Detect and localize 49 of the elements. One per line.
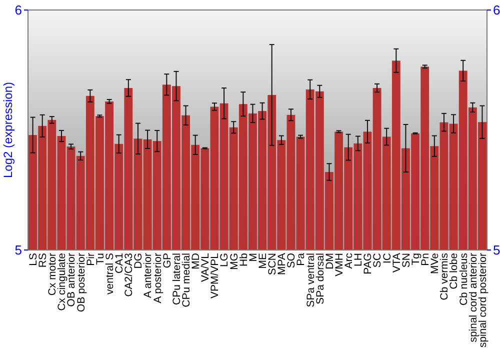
x-tick-label: MVe — [429, 252, 442, 274]
x-tick-label: SO — [286, 253, 298, 268]
x-tick-label: Tg — [410, 252, 422, 266]
x-tick-label: OB posterior — [75, 252, 88, 312]
x-tick-label: LH — [352, 253, 365, 266]
y-axis-title: Log2 (expression) — [1, 82, 15, 178]
x-tick-label: MG — [228, 253, 240, 270]
x-tick-label: RS — [37, 253, 50, 268]
x-tick-label: Cb lobe — [448, 252, 460, 290]
x-tick-label: IC — [381, 252, 394, 264]
x-tick-label: CPu lateral — [170, 253, 183, 305]
x-tick-label: VA/VL — [200, 252, 212, 282]
x-tick-label: VPM/VPL — [209, 252, 222, 299]
x-tick-label: SN — [400, 253, 412, 268]
x-tick-label: Cb nucleus — [458, 253, 470, 306]
x-tick-label: M — [247, 253, 260, 262]
x-tick-label: OB anterior — [66, 252, 78, 307]
x-tick-label: Arc — [343, 253, 356, 269]
x-tick-label: Cx cingulate — [56, 252, 68, 311]
x-tick-label: CA2/CA3 — [123, 252, 136, 297]
x-tick-label: SCN — [266, 253, 279, 276]
y2-tick-label: 6 — [493, 2, 500, 18]
x-tick-label: SC — [372, 252, 384, 268]
x-tick-label: LG — [218, 253, 231, 268]
x-tick-label: PAG — [362, 253, 374, 274]
x-tick-label: Pa — [295, 252, 308, 266]
x-tick-label: Pir — [84, 252, 97, 266]
x-tick-label: A anterior — [142, 252, 154, 298]
x-tick-label: CPu medial — [180, 253, 192, 308]
x-tick-label: MPA — [276, 253, 288, 275]
x-tick-label: Pn — [420, 252, 432, 266]
x-tick-label: A posterior — [152, 252, 164, 304]
x-tick-label: VTA — [390, 253, 403, 273]
x-tick-label: spinal cord posterior — [476, 252, 489, 348]
x-tick-label: ventral S — [104, 253, 116, 294]
x-tick-label: Hb — [238, 252, 250, 266]
x-tick-label: Tu — [94, 252, 106, 265]
x-tick-label: MD — [190, 252, 202, 270]
x-tick-label: GP — [161, 253, 174, 268]
x-tick-label: CA1 — [114, 252, 126, 274]
x-tick-label: SPa dorsal — [314, 253, 326, 304]
x-tick-label: SPa ventral — [304, 253, 317, 308]
x-tick-label: LS — [27, 253, 40, 266]
y2-tick-label: 5 — [493, 242, 500, 258]
x-tick-label: ME — [256, 253, 269, 269]
x-tick-label: VMH — [333, 253, 346, 276]
x-tick-label: DG — [132, 253, 145, 269]
x-tick-label: DM — [324, 253, 336, 270]
x-tick-label: spinal cord anterior — [467, 252, 480, 342]
